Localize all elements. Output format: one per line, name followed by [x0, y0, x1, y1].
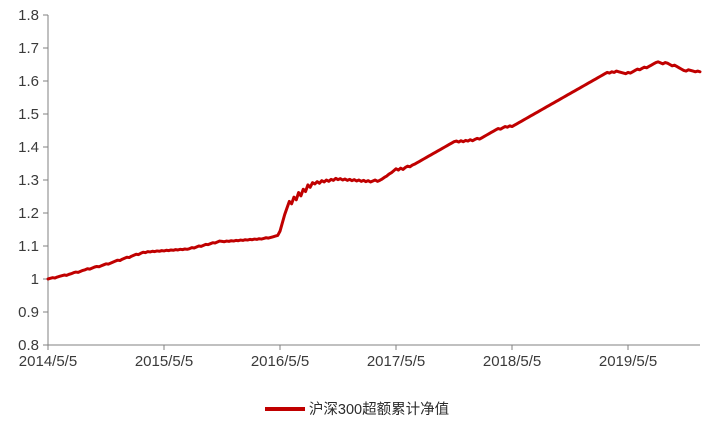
chart-legend: 沪深300超额累计净值: [0, 398, 714, 419]
x-tick-label: 2019/5/5: [599, 353, 657, 370]
x-tick-label: 2016/5/5: [251, 353, 309, 370]
x-tick-label: 2014/5/5: [19, 353, 77, 370]
y-tick-label: 0.9: [18, 304, 39, 321]
x-tick-label: 2015/5/5: [135, 353, 193, 370]
y-tick-label: 1.5: [18, 106, 39, 123]
series-line-1: [46, 60, 702, 281]
y-tick-label: 1: [31, 271, 39, 288]
y-tick-label: 1.7: [18, 40, 39, 57]
y-tick-label: 1.1: [18, 238, 39, 255]
x-tick-label: 2017/5/5: [367, 353, 425, 370]
y-tick-label: 1.3: [18, 172, 39, 189]
y-tick-label: 0.8: [18, 337, 39, 354]
y-tick-label: 1.8: [18, 7, 39, 24]
legend-color-swatch: [264, 406, 305, 411]
y-tick-label: 1.4: [18, 139, 39, 156]
y-tick-label: 1.6: [18, 73, 39, 90]
plot-area: 1.8 1.7 1.6 1.5 1.4 1.3 1.2 1.1 1 0.9 0.8 2014/5/5 2…: [18, 7, 702, 370]
legend-item-label: 沪深300超额累计净值: [308, 402, 450, 418]
legend-item-series-1: 沪深300超额累计净值: [264, 398, 450, 419]
y-tick-label: 1.2: [18, 205, 39, 222]
x-tick-label: 2018/5/5: [483, 353, 541, 370]
